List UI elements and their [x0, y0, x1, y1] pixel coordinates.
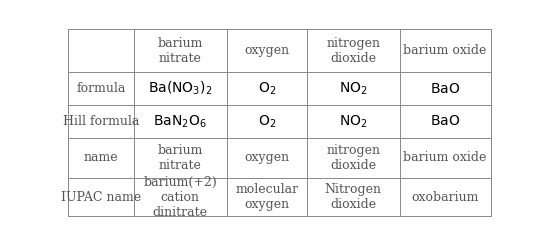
Text: Nitrogen
dioxide: Nitrogen dioxide: [325, 183, 382, 211]
Text: $\mathrm{BaO}$: $\mathrm{BaO}$: [430, 114, 460, 128]
Text: barium(+2)
cation
dinitrate: barium(+2) cation dinitrate: [143, 176, 217, 219]
Text: name: name: [83, 151, 118, 164]
Text: $\mathrm{O_2}$: $\mathrm{O_2}$: [257, 80, 276, 97]
Text: oxygen: oxygen: [244, 151, 289, 164]
Text: formula: formula: [76, 82, 125, 95]
Text: barium oxide: barium oxide: [403, 44, 487, 57]
Text: $\mathrm{NO_2}$: $\mathrm{NO_2}$: [339, 80, 367, 97]
Text: $\mathrm{NO_2}$: $\mathrm{NO_2}$: [339, 113, 367, 130]
Text: barium oxide: barium oxide: [403, 151, 487, 164]
Text: barium
nitrate: barium nitrate: [158, 37, 203, 65]
Text: nitrogen
dioxide: nitrogen dioxide: [326, 37, 380, 65]
Text: IUPAC name: IUPAC name: [61, 191, 141, 204]
Text: oxygen: oxygen: [244, 44, 289, 57]
Text: oxobarium: oxobarium: [411, 191, 479, 204]
Text: barium
nitrate: barium nitrate: [158, 144, 203, 172]
Text: $\mathrm{O_2}$: $\mathrm{O_2}$: [257, 113, 276, 130]
Text: nitrogen
dioxide: nitrogen dioxide: [326, 144, 380, 172]
Text: Hill formula: Hill formula: [63, 115, 139, 128]
Text: $\mathrm{BaN_2O_6}$: $\mathrm{BaN_2O_6}$: [153, 113, 207, 130]
Text: molecular
oxygen: molecular oxygen: [235, 183, 298, 211]
Text: $\mathrm{BaO}$: $\mathrm{BaO}$: [430, 82, 460, 95]
Text: $\mathrm{Ba(NO_3)_2}$: $\mathrm{Ba(NO_3)_2}$: [148, 80, 212, 97]
